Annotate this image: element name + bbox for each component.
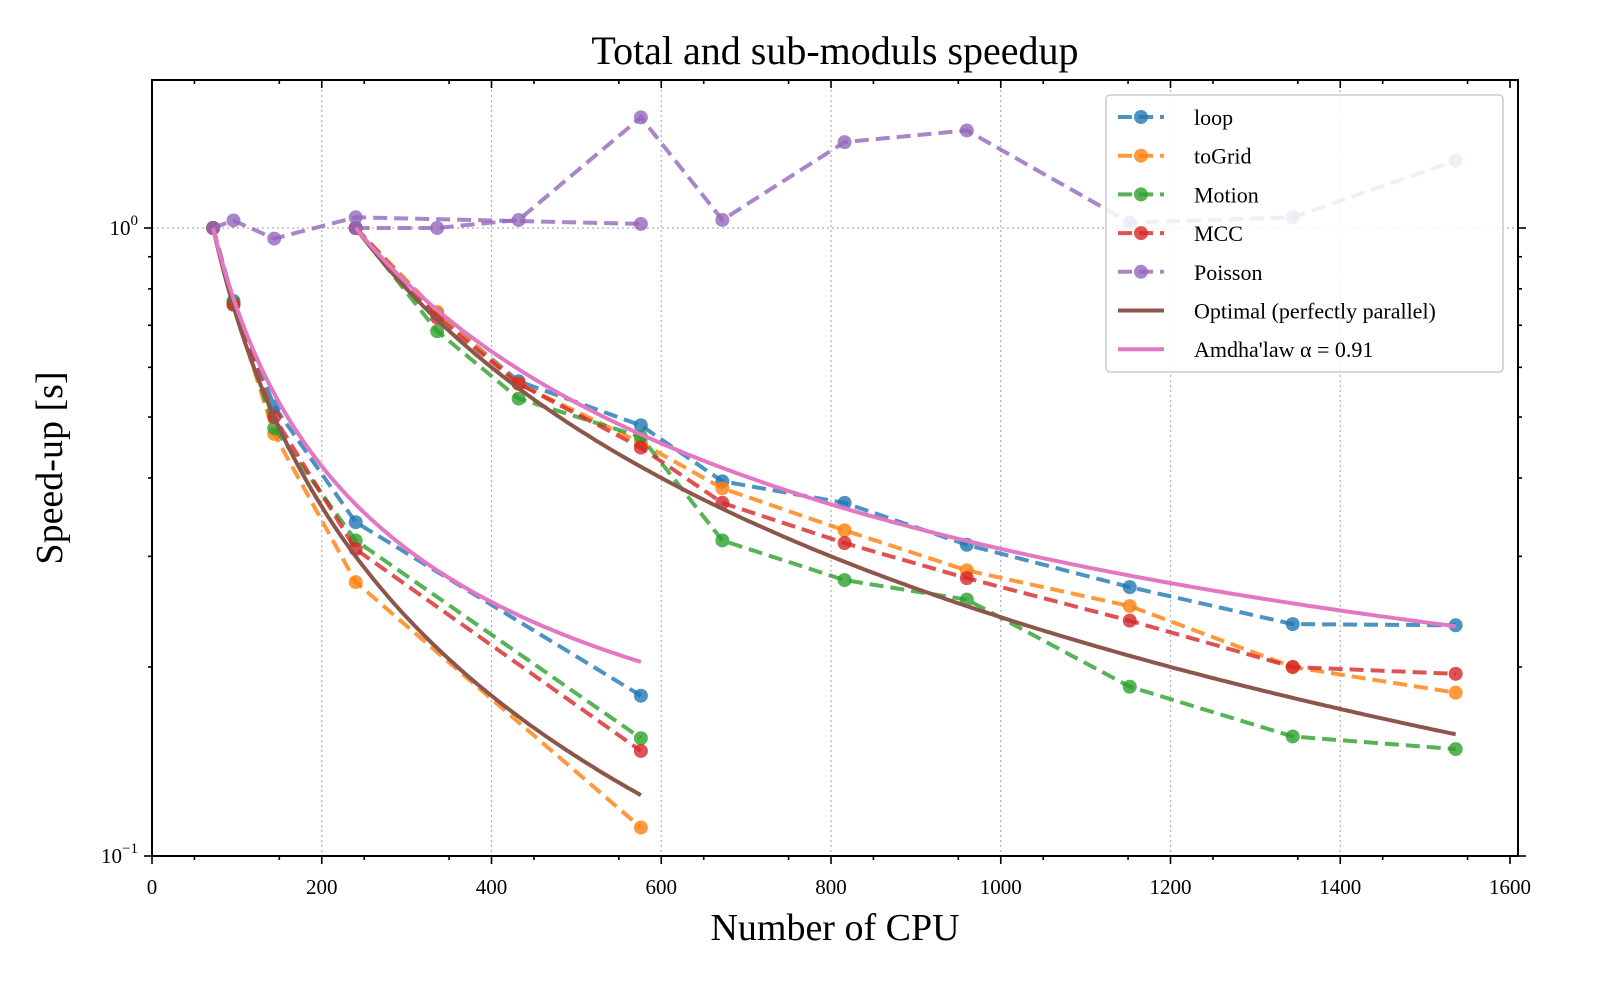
series-line-togrid (354, 226, 1457, 695)
data-point-mcc (1122, 613, 1137, 628)
legend-item-motion: Motion (1118, 182, 1259, 207)
legend-item-mcc: MCC (1118, 221, 1243, 246)
x-tick-label: 400 (476, 875, 508, 899)
x-tick-label: 600 (646, 875, 678, 899)
series-line-amdha-law-0-91 (211, 227, 642, 664)
data-point-mcc (1448, 666, 1463, 681)
series-line-motion (211, 227, 643, 740)
legend-marker (1134, 264, 1148, 279)
legend-marker (1134, 148, 1148, 163)
data-point-loop (633, 418, 648, 433)
data-point-togrid (1122, 599, 1137, 614)
legend-item-loop: loop (1118, 105, 1233, 130)
series-line-motion (354, 226, 1456, 752)
data-point-poisson (715, 212, 730, 227)
legend-item-optimal-perfectly-parallel: Optimal (perfectly parallel) (1118, 299, 1436, 324)
legend-label: MCC (1194, 221, 1243, 246)
legend-item-togrid: toGrid (1118, 144, 1251, 169)
data-point-loop (1285, 617, 1300, 632)
data-point-motion (633, 731, 648, 746)
data-point-mcc (633, 743, 648, 758)
data-point-togrid (348, 575, 363, 590)
data-point-togrid (633, 820, 648, 835)
x-tick-label: 0 (147, 875, 158, 899)
x-tick-label: 200 (306, 875, 338, 899)
data-point-motion (715, 533, 730, 548)
legend-item-amdha-law-0-91: Amdha'law α = 0.91 (1118, 337, 1373, 362)
series-amdha-law-0-91 (211, 226, 1456, 664)
data-point-motion (1285, 729, 1300, 744)
legend-label: toGrid (1194, 144, 1251, 169)
data-point-motion (511, 391, 526, 406)
series-layer (206, 110, 1463, 835)
chart-title: Total and sub-moduls speedup (591, 28, 1078, 73)
x-tick-label: 1400 (1319, 875, 1361, 899)
x-tick-label: 800 (815, 875, 847, 899)
legend-label: Poisson (1194, 260, 1262, 285)
x-tick-label: 1600 (1489, 875, 1531, 899)
data-point-poisson (633, 216, 648, 231)
series-line-amdha-law-0-91 (354, 226, 1456, 629)
series-optimal-perfectly-parallel (211, 226, 1457, 797)
legend-box (1105, 94, 1504, 373)
y-tick-label: 10−1 (101, 841, 138, 868)
data-point-poisson (226, 213, 241, 228)
data-point-motion (837, 573, 852, 588)
axis-ticks: 0 200 400 600 800 1000 1200 1400 1600 100 10−1 (101, 80, 1531, 899)
data-point-loop (348, 515, 363, 530)
data-point-poisson (837, 135, 852, 150)
series-line-optimal-perfectly-parallel (211, 227, 642, 797)
data-point-mcc (959, 571, 974, 586)
data-point-loop (1122, 580, 1137, 595)
legend-marker (1134, 110, 1148, 124)
data-point-togrid (1448, 685, 1463, 700)
plot-frame (151, 79, 1519, 857)
data-point-motion (1122, 679, 1137, 694)
data-point-poisson (348, 210, 363, 225)
legend-marker (1134, 187, 1148, 202)
data-point-mcc (1285, 659, 1300, 674)
series-line-loop (211, 227, 642, 698)
data-point-motion (1448, 742, 1463, 757)
data-point-poisson (959, 123, 974, 138)
data-point-poisson (267, 231, 282, 246)
x-tick-label: 1200 (1150, 875, 1192, 899)
data-point-mcc (837, 536, 852, 551)
data-point-mcc (633, 440, 648, 455)
legend-item-poisson: Poisson (1118, 260, 1262, 285)
data-point-togrid (837, 523, 852, 538)
data-point-loop (633, 688, 648, 703)
legend-label: Optimal (perfectly parallel) (1194, 299, 1436, 324)
x-axis-label: Number of CPU (710, 907, 959, 949)
series-line-optimal-perfectly-parallel (354, 226, 1457, 737)
legend: loop toGrid Motion MCC Poisson Optimal (perfe… (1105, 94, 1504, 373)
x-tick-label: 1000 (980, 875, 1022, 899)
grid (152, 80, 1518, 856)
data-point-poisson (430, 221, 445, 235)
legend-label: Motion (1194, 182, 1259, 207)
data-point-poisson (633, 110, 648, 125)
legend-label: loop (1194, 105, 1233, 130)
legend-label: Amdha'law α = 0.91 (1194, 337, 1373, 362)
legend-marker (1134, 226, 1148, 241)
y-axis-label: Speed-up [s] (29, 371, 71, 564)
y-tick-label: 100 (110, 213, 139, 240)
data-point-togrid (715, 481, 730, 496)
data-point-poisson (511, 212, 526, 227)
series-line-mcc (354, 226, 1456, 676)
data-point-motion (430, 324, 445, 339)
